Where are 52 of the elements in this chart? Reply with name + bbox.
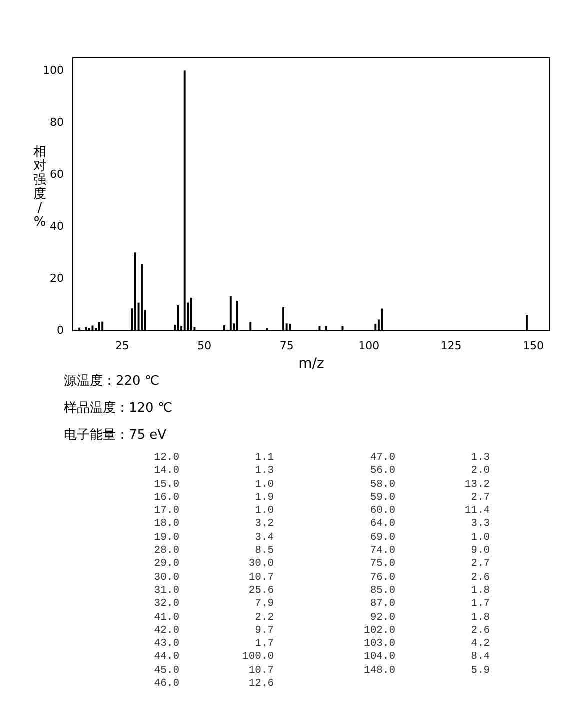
x-tick-label: 50	[198, 339, 212, 352]
text: 29.0 30.0	[153, 558, 274, 572]
text: 60.0 11.4	[369, 505, 490, 518]
y-tick-label: 100	[42, 64, 64, 77]
text: 102.0 2.6	[364, 624, 490, 638]
y-tick-label: 60	[50, 168, 64, 181]
y-tick-label: 40	[50, 220, 64, 233]
text: 32.0 7.9	[153, 598, 274, 612]
y-axis-title: 相对强度/%	[32, 145, 48, 230]
text: 源温度：220 ℃	[64, 373, 161, 391]
text: 28.0 8.5	[153, 545, 274, 558]
text: 47.0 1.3	[369, 452, 490, 466]
text: 76.0 2.6	[369, 572, 490, 585]
text: 44.0 100.0	[153, 651, 274, 665]
text: 75.0 2.7	[369, 558, 490, 572]
text: 69.0 1.0	[369, 532, 490, 546]
text: 74.0 9.0	[369, 545, 490, 558]
text: 85.0 1.8	[369, 584, 490, 598]
text: 电子能量：75 eV	[64, 427, 168, 445]
text: 45.0 10.7	[153, 664, 274, 678]
x-tick-label: 100	[358, 339, 380, 352]
text: 样品温度：120 ℃	[64, 400, 173, 418]
text: 31.0 25.6	[153, 584, 274, 598]
text: 148.0 5.9	[364, 664, 490, 678]
text: 103.0 4.2	[364, 638, 490, 652]
x-tick-label: 125	[440, 339, 462, 352]
text: 92.0 1.8	[369, 612, 490, 625]
text: 64.0 3.3	[369, 518, 490, 532]
text: 43.0 1.7	[153, 638, 274, 652]
x-tick-label: 150	[523, 339, 544, 352]
text: 42.0 9.7	[153, 624, 274, 638]
text: 104.0 8.4	[364, 651, 490, 665]
text: 16.0 1.9	[153, 492, 274, 506]
x-tick-label: 25	[115, 339, 130, 352]
text: 59.0 2.7	[369, 492, 490, 506]
text: 14.0 1.3	[153, 465, 274, 479]
x-tick-label: 75	[280, 339, 294, 352]
x-axis-title: m/z	[298, 356, 324, 372]
text: 18.0 3.2	[153, 518, 274, 532]
text: 41.0 2.2	[153, 612, 274, 625]
text: 56.0 2.0	[369, 465, 490, 479]
text: 46.0 12.6	[153, 678, 274, 692]
text: 30.0 10.7	[153, 572, 274, 585]
text: 12.0 1.1	[153, 452, 274, 466]
y-tick-label: 20	[50, 272, 64, 285]
text: 58.0 13.2	[369, 478, 490, 492]
text: 15.0 1.0	[153, 478, 274, 492]
y-tick-label: 80	[50, 116, 64, 129]
y-tick-label: 0	[56, 324, 64, 337]
text: 19.0 3.4	[153, 532, 274, 546]
text: 17.0 1.0	[153, 505, 274, 518]
text: 87.0 1.7	[369, 598, 490, 612]
